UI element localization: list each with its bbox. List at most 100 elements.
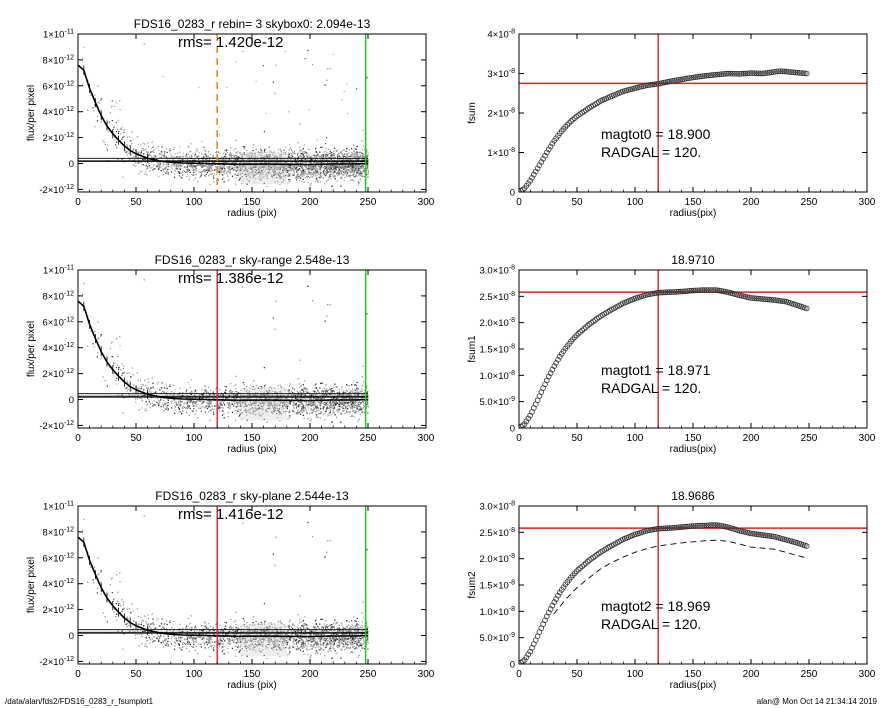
scatter-point [217,151,219,153]
scatter-point [194,159,196,161]
scatter-point [193,179,195,181]
scatter-point [242,154,244,156]
scatter-point [346,154,348,156]
scatter-point [278,168,280,170]
scatter-point [154,155,156,157]
scatter-point [272,152,274,154]
scatter-point [273,171,275,173]
scatter-point [252,158,254,160]
scatter-point [315,157,317,159]
scatter-point [241,169,243,171]
scatter-point [141,150,143,152]
scatter-point [138,173,140,175]
scatter-point [330,161,332,163]
scatter-point [250,172,252,174]
scatter-point [330,165,332,167]
scatter-point [111,120,113,122]
scatter-point [325,155,327,157]
scatter-point [153,156,155,158]
scatter-point [350,166,352,168]
scatter-point [321,154,323,156]
scatter-point [159,166,161,168]
scatter-point [240,172,242,174]
scatter-point [106,120,108,122]
scatter-point [344,167,346,169]
scatter-point [223,165,225,167]
scatter-point [363,156,365,158]
scatter-point [357,166,359,168]
scatter-point [267,167,269,169]
scatter-point [293,173,295,175]
scatter-point [248,156,250,158]
scatter-point [297,153,299,155]
scatter-point [237,166,239,168]
scatter-point [240,166,242,168]
scatter-point [340,176,342,178]
scatter-point [318,155,320,157]
scatter-point [359,173,361,175]
scatter-point [328,153,330,155]
scatter-point [271,168,273,170]
scatter-point [171,163,173,165]
scatter-point [341,99,343,101]
scatter-point [164,168,166,170]
scatter-point [267,165,269,167]
scatter-point [297,157,299,159]
scatter-point [243,162,245,164]
scatter-point [301,167,303,169]
scatter-point [136,136,138,138]
scatter-point [337,155,339,157]
scatter-point [311,167,313,169]
scatter-point [245,165,247,167]
scatter-point [354,169,356,171]
scatter-point [260,155,262,157]
scatter-point [357,164,359,166]
scatter-point [202,158,204,160]
scatter-point [254,155,256,157]
scatter-point [331,164,333,166]
scatter-point [217,171,219,173]
scatter-point [134,156,136,158]
scatter-point [312,167,314,169]
scatter-point [339,169,341,171]
scatter-point [354,167,356,169]
scatter-point [327,165,329,167]
scatter-point [344,153,346,155]
scatter-point [304,169,306,171]
scatter-point [265,151,267,153]
scatter-point [193,164,195,166]
scatter-point [329,68,331,70]
scatter-point [348,165,350,167]
scatter-point [147,155,149,157]
scatter-point [178,167,180,169]
scatter-point [234,173,236,175]
scatter-point [352,158,354,160]
scatter-point [114,136,116,138]
scatter-point [267,172,269,174]
scatter-point [248,166,250,168]
scatter-point [356,151,358,153]
scatter-point [310,168,312,170]
scatter-point [180,159,182,161]
scatter-point [361,153,363,155]
scatter-point [242,165,244,167]
scatter-point [356,172,358,174]
scatter-point [364,148,366,150]
scatter-point [221,171,223,173]
scatter-point [269,167,271,169]
scatter-point [361,164,363,166]
scatter-point [348,166,350,168]
scatter-point [341,152,343,154]
scatter-point [239,179,241,181]
scatter-point [145,162,147,164]
scatter-point [304,144,306,146]
scatter-point [302,169,304,171]
scatter-point [222,158,224,160]
scatter-point [113,139,115,141]
scatter-point [319,168,321,170]
scatter-point [282,169,284,171]
scatter-point [246,169,248,171]
scatter-point [226,152,228,154]
scatter-point [209,183,211,185]
scatter-point [330,158,332,160]
